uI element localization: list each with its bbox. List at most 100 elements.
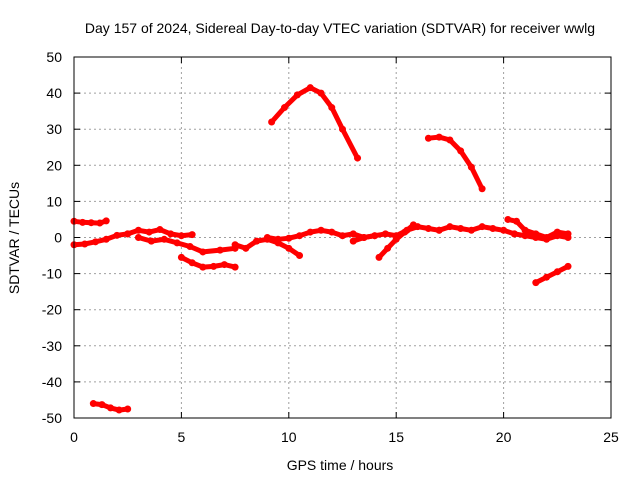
data-point bbox=[521, 232, 529, 240]
data-point bbox=[81, 240, 89, 248]
data-point bbox=[293, 91, 301, 99]
data-point bbox=[306, 228, 314, 236]
data-point bbox=[231, 263, 239, 271]
data-point bbox=[375, 253, 383, 261]
y-tick-label: 0 bbox=[54, 230, 62, 246]
data-point bbox=[381, 230, 389, 238]
y-tick-label: 30 bbox=[46, 121, 62, 137]
data-point bbox=[98, 401, 106, 409]
series-track-15 bbox=[533, 263, 571, 286]
data-point bbox=[371, 232, 379, 240]
data-point bbox=[79, 218, 87, 226]
data-point bbox=[392, 235, 400, 243]
data-point bbox=[231, 241, 239, 249]
data-point bbox=[354, 154, 362, 162]
data-point bbox=[281, 104, 289, 112]
y-tick-label: -20 bbox=[42, 302, 62, 318]
data-point bbox=[306, 84, 314, 92]
data-point bbox=[339, 125, 346, 133]
data-point bbox=[504, 215, 512, 223]
data-point bbox=[543, 235, 551, 243]
x-tick-label: 25 bbox=[603, 429, 619, 445]
data-point bbox=[489, 224, 497, 232]
data-point bbox=[532, 279, 540, 287]
data-point bbox=[457, 147, 465, 155]
data-point bbox=[467, 163, 475, 171]
data-point bbox=[467, 226, 475, 234]
data-point bbox=[242, 244, 250, 252]
data-point bbox=[173, 239, 181, 247]
data-point bbox=[89, 400, 97, 408]
data-point bbox=[512, 217, 520, 225]
y-axis-label: SDTVAR / TECUs bbox=[6, 182, 22, 294]
data-point bbox=[401, 228, 409, 236]
data-point bbox=[124, 405, 132, 413]
data-point bbox=[349, 230, 357, 238]
data-point bbox=[113, 231, 121, 239]
data-point bbox=[274, 235, 282, 243]
data-point bbox=[96, 219, 104, 227]
data-point bbox=[102, 235, 110, 243]
data-point bbox=[510, 230, 518, 238]
data-point bbox=[500, 226, 508, 234]
data-point bbox=[296, 252, 304, 260]
data-point bbox=[147, 237, 155, 245]
data-point bbox=[532, 234, 540, 241]
data-point bbox=[186, 243, 194, 251]
data-point bbox=[268, 118, 276, 126]
data-point bbox=[177, 232, 185, 240]
data-point bbox=[156, 226, 164, 234]
data-point bbox=[216, 246, 224, 254]
data-point bbox=[317, 226, 325, 234]
data-point bbox=[145, 228, 153, 236]
data-point bbox=[478, 223, 486, 231]
data-point bbox=[328, 104, 336, 112]
data-point bbox=[199, 263, 207, 271]
data-point bbox=[328, 228, 336, 236]
axis-ticks: 0 5 10 15 20 25 -50 -40 -30 -20 -10 0 10 20 30 40 50 bbox=[42, 49, 619, 445]
data-point bbox=[553, 232, 561, 240]
x-tick-label: 0 bbox=[70, 429, 78, 445]
data-point bbox=[167, 230, 175, 238]
data-point bbox=[285, 244, 293, 252]
data-point bbox=[160, 235, 168, 243]
data-point bbox=[199, 248, 207, 256]
data-point bbox=[339, 232, 346, 240]
data-point bbox=[349, 237, 357, 245]
data-point bbox=[457, 224, 465, 232]
data-point bbox=[317, 89, 325, 97]
y-tick-label: 40 bbox=[46, 85, 62, 101]
y-tick-label: 50 bbox=[46, 49, 62, 65]
data-point bbox=[134, 226, 142, 234]
chart-title: Day 157 of 2024, Sidereal Day-to-day VTE… bbox=[85, 20, 595, 36]
data-point bbox=[87, 219, 95, 227]
data-point bbox=[102, 217, 110, 225]
y-tick-label: -40 bbox=[42, 374, 62, 390]
x-tick-label: 5 bbox=[178, 429, 186, 445]
y-tick-label: 10 bbox=[46, 193, 62, 209]
data-point bbox=[263, 234, 271, 241]
data-point bbox=[521, 226, 529, 234]
y-tick-label: -50 bbox=[42, 410, 62, 426]
y-tick-label: -10 bbox=[42, 266, 62, 282]
data-point bbox=[107, 404, 115, 412]
data-point bbox=[478, 185, 486, 193]
data-point bbox=[360, 234, 368, 241]
data-point bbox=[253, 237, 261, 245]
data-point bbox=[220, 261, 228, 269]
y-tick-label: 20 bbox=[46, 157, 62, 173]
data-point bbox=[134, 234, 142, 241]
data-point bbox=[424, 224, 432, 232]
data-point bbox=[188, 259, 196, 267]
x-tick-label: 15 bbox=[388, 429, 404, 445]
data-tracks bbox=[70, 84, 572, 414]
data-point bbox=[177, 253, 185, 261]
data-point bbox=[553, 268, 561, 276]
x-tick-label: 10 bbox=[281, 429, 297, 445]
data-point bbox=[124, 230, 132, 238]
data-point bbox=[435, 226, 443, 234]
y-tick-label: -30 bbox=[42, 338, 62, 354]
data-point bbox=[446, 136, 454, 144]
data-point bbox=[543, 273, 551, 281]
